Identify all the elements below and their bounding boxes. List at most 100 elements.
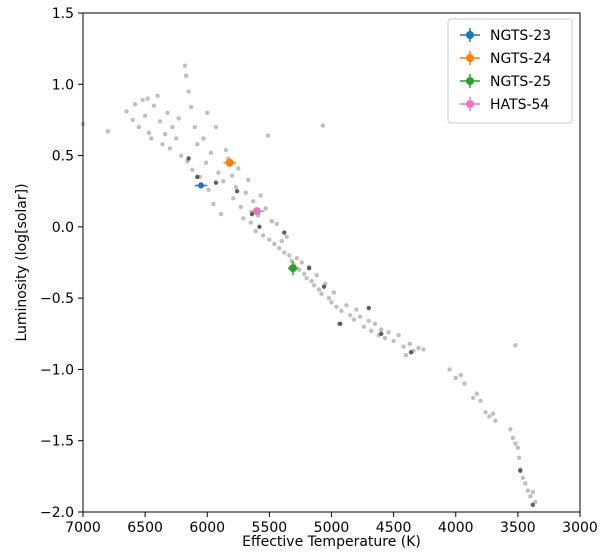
sample-point [344, 303, 349, 308]
sample-point [173, 136, 179, 141]
sample-point [279, 238, 284, 244]
sample-point [238, 204, 243, 210]
sample-point [304, 275, 309, 281]
sample-point [221, 179, 226, 184]
sample-point [366, 318, 371, 324]
sample-point-dark [249, 211, 255, 217]
sample-point [311, 283, 317, 288]
sample-point [372, 321, 378, 327]
sample-point [493, 418, 498, 423]
sample-point [320, 123, 326, 128]
star-ngts-23 [194, 182, 208, 189]
sample-point [188, 104, 194, 110]
sample-point [361, 324, 367, 329]
sample-point [309, 278, 314, 284]
sample-point [520, 475, 526, 480]
sample-point-dark [186, 156, 191, 161]
sample-point [382, 335, 388, 341]
sample-point-dark [337, 321, 343, 327]
y-tick-label: −2.0 [40, 505, 74, 521]
sample-point [301, 271, 307, 277]
sample-point [186, 89, 191, 94]
sample-point [331, 290, 337, 295]
star-ngts-24 [223, 158, 236, 167]
sample-point [369, 328, 374, 334]
sample-point [510, 435, 516, 441]
sample-point [146, 130, 152, 135]
sample-point [216, 170, 221, 175]
star-marker [252, 207, 261, 216]
sample-point [316, 287, 322, 292]
star-ngts-25 [288, 261, 298, 276]
sample-point [236, 166, 241, 171]
y-tick-label: 1.0 [52, 77, 74, 93]
sample-point-dark [257, 224, 262, 230]
sample-point [162, 131, 168, 137]
sample-point [176, 116, 181, 121]
sample-point [513, 441, 518, 446]
sample-point-dark [321, 284, 327, 289]
sample-point [165, 110, 170, 116]
sample-point [357, 314, 363, 319]
sample-point [195, 141, 200, 147]
sample-point [525, 488, 531, 493]
sample-point [132, 102, 138, 107]
sample-point [105, 129, 111, 134]
legend-entry: NGTS-24 [460, 51, 551, 67]
sample-point [140, 97, 145, 103]
legend-marker [466, 100, 474, 108]
sample-point [515, 445, 521, 451]
y-tick-label: 0.5 [52, 149, 74, 165]
legend-label: NGTS-24 [490, 51, 551, 67]
legend-label: HATS-54 [490, 97, 549, 113]
sample-point [170, 124, 175, 130]
y-tick-label: −1.0 [40, 362, 74, 378]
sample-point [124, 109, 129, 114]
sample-point [386, 330, 391, 335]
sample-point [151, 103, 157, 108]
star-marker [288, 264, 297, 273]
sample-point [201, 136, 206, 141]
sample-point [233, 184, 239, 190]
dark-sample-points [186, 156, 535, 508]
x-tick-label: 5000 [314, 520, 350, 536]
sample-point [421, 347, 426, 352]
sample-point [282, 250, 287, 255]
x-axis-title: Effective Temperature (K) [242, 534, 421, 550]
sample-point [251, 198, 256, 204]
sample-point [416, 345, 421, 351]
highlighted-star-points [194, 158, 298, 276]
sample-point [294, 256, 299, 261]
sample-point [213, 124, 219, 130]
sample-point [329, 300, 334, 305]
sample-point [211, 201, 216, 207]
legend-entry: NGTS-23 [460, 28, 551, 44]
sample-point [229, 173, 235, 178]
sample-point [231, 196, 236, 201]
sample-point [326, 295, 332, 301]
sample-point [208, 150, 214, 155]
sample-point [523, 481, 528, 486]
legend-entry: NGTS-25 [460, 74, 551, 90]
sample-point [347, 313, 353, 318]
sample-point [287, 253, 292, 258]
sample-point [478, 398, 483, 403]
x-tick-label: 6000 [189, 520, 225, 536]
y-tick-label: −0.5 [40, 291, 74, 307]
sample-point [263, 206, 268, 211]
sample-point [528, 494, 533, 499]
sample-point [296, 267, 302, 272]
x-tick-label: 4500 [376, 520, 412, 536]
sample-point [453, 375, 458, 381]
y-axis-title: Luminosity (log[solar]) [14, 183, 30, 341]
y-tick-label: 0.0 [52, 220, 74, 236]
sample-point [483, 410, 488, 415]
star-marker [198, 182, 205, 189]
sample-point [274, 221, 280, 227]
sample-point [130, 117, 135, 123]
sample-point [183, 73, 189, 78]
sample-point [218, 211, 224, 217]
sample-point [272, 241, 277, 247]
sample-point [407, 341, 412, 346]
sample-point [487, 414, 492, 419]
